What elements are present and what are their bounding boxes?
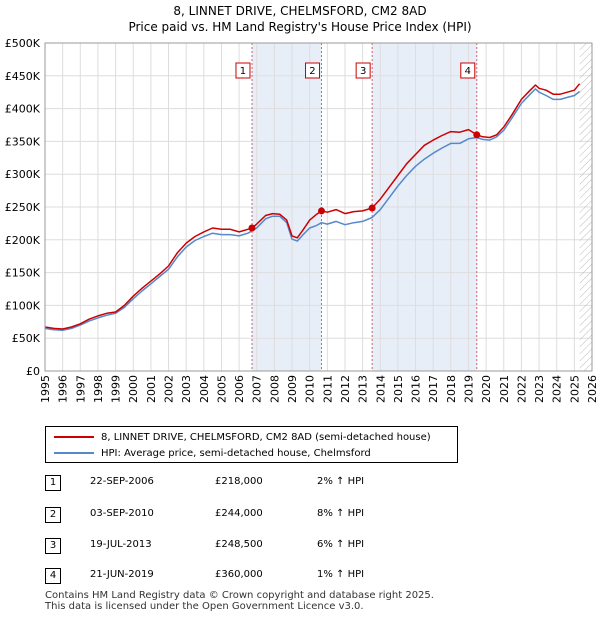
x-tick-label: 2026: [586, 375, 599, 403]
sale-point: [248, 224, 256, 232]
chart-title: 8, LINNET DRIVE, CHELMSFORD, CM2 8AD: [173, 4, 427, 18]
y-tick-label: £250K: [5, 201, 41, 214]
footer-copyright: Contains HM Land Registry data © Crown c…: [45, 590, 434, 601]
transaction-marker-label: 3: [360, 66, 366, 77]
sale-point: [368, 204, 376, 212]
transaction-hpi-change: 1% ↑ HPI: [317, 569, 365, 580]
plot-frame: [44, 42, 593, 372]
x-tick-label: 2009: [286, 375, 299, 403]
transaction-number: 2: [45, 507, 61, 523]
transaction-marker-label: 4: [465, 66, 471, 77]
x-tick-label: 1996: [57, 375, 70, 403]
chart-subtitle: Price paid vs. HM Land Registry's House …: [128, 20, 472, 34]
transaction-row: 4 21-JUN-2019 £360,000 1% ↑ HPI: [45, 568, 465, 584]
transaction-marker-box: [460, 62, 476, 79]
price-chart: 1 2 3 4 £0 £50K £100K £150K £200K £250K £300K £350K…: [5, 37, 599, 403]
sale-point: [317, 207, 325, 215]
y-tick-label: £500K: [5, 37, 41, 50]
legend: 8, LINNET DRIVE, CHELMSFORD, CM2 8AD (se…: [45, 426, 458, 463]
y-tick-label: £0: [26, 365, 40, 378]
footer-licence: This data is licensed under the Open Gov…: [45, 601, 364, 612]
legend-label-property: 8, LINNET DRIVE, CHELMSFORD, CM2 8AD (se…: [101, 431, 431, 443]
x-tick-label: 2021: [498, 375, 511, 403]
transaction-price: £360,000: [215, 569, 263, 580]
transaction-marker-label: 2: [309, 66, 315, 77]
x-tick-label: 1995: [39, 375, 52, 403]
legend-item-hpi: HPI: Average price, semi-detached house,…: [54, 446, 371, 460]
x-tick-label: 1998: [92, 375, 105, 403]
x-tick-label: 2011: [321, 375, 334, 403]
x-tick-label: 2004: [198, 375, 211, 403]
x-tick-label: 2000: [127, 375, 140, 403]
y-tick-label: £200K: [5, 234, 41, 247]
x-tick-label: 2019: [462, 375, 475, 403]
y-tick-label: £150K: [5, 267, 41, 280]
transaction-date: 21-JUN-2019: [90, 569, 154, 580]
y-tick-label: £100K: [5, 299, 41, 312]
x-tick-label: 2022: [515, 375, 528, 403]
transaction-number: 1: [45, 475, 61, 491]
y-tick-label: £50K: [12, 332, 41, 345]
x-tick-label: 2006: [233, 375, 246, 403]
x-tick-label: 1997: [74, 375, 87, 403]
x-tick-label: 2010: [304, 375, 317, 403]
sale-point: [473, 131, 481, 139]
transaction-hpi-change: 6% ↑ HPI: [317, 539, 365, 550]
x-tick-label: 2003: [180, 375, 193, 403]
transaction-date: 22-SEP-2006: [90, 476, 154, 487]
x-tick-label: 2002: [163, 375, 176, 403]
x-tick-label: 2023: [533, 375, 546, 403]
y-tick-label: £350K: [5, 135, 41, 148]
x-tick-label: 2018: [445, 375, 458, 403]
transaction-hpi-change: 8% ↑ HPI: [317, 508, 365, 519]
x-tick-label: 2016: [410, 375, 423, 403]
transaction-price: £244,000: [215, 508, 263, 519]
x-tick-label: 2017: [427, 375, 440, 403]
x-tick-label: 1999: [110, 375, 123, 403]
transaction-price: £248,500: [215, 539, 263, 550]
legend-item-property: 8, LINNET DRIVE, CHELMSFORD, CM2 8AD (se…: [54, 430, 431, 444]
transaction-number: 3: [45, 538, 61, 554]
x-tick-label: 2025: [568, 375, 581, 403]
legend-swatch-hpi: [54, 452, 94, 454]
x-tick-label: 2015: [392, 375, 405, 403]
transaction-row: 1 22-SEP-2006 £218,000 2% ↑ HPI: [45, 475, 465, 491]
x-tick-label: 2005: [215, 375, 228, 403]
x-tick-label: 2001: [145, 375, 158, 403]
transaction-date: 19-JUL-2013: [90, 539, 152, 550]
forecast-region: [579, 43, 592, 371]
transaction-row: 3 19-JUL-2013 £248,500 6% ↑ HPI: [45, 538, 465, 554]
series-line-hpi: [44, 88, 581, 332]
y-tick-label: £300K: [5, 168, 41, 181]
series-line-property: [44, 83, 581, 330]
transaction-marker-label: 1: [240, 66, 246, 77]
y-tick-label: £450K: [5, 70, 41, 83]
x-tick-label: 2012: [339, 375, 352, 403]
transaction-number: 4: [45, 568, 61, 584]
transaction-date: 03-SEP-2010: [90, 508, 154, 519]
x-tick-label: 2024: [551, 375, 564, 403]
transaction-hpi-change: 2% ↑ HPI: [317, 476, 365, 487]
legend-label-hpi: HPI: Average price, semi-detached house,…: [101, 447, 371, 459]
x-tick-label: 2020: [480, 375, 493, 403]
transaction-price: £218,000: [215, 476, 263, 487]
transaction-marker-box: [304, 62, 320, 79]
x-tick-label: 2013: [357, 375, 370, 403]
y-tick-label: £400K: [5, 103, 41, 116]
x-tick-label: 2007: [251, 375, 264, 403]
x-tick-label: 2008: [268, 375, 281, 403]
transaction-row: 2 03-SEP-2010 £244,000 8% ↑ HPI: [45, 507, 465, 523]
legend-swatch-property: [54, 436, 94, 438]
transaction-marker-box: [355, 62, 371, 79]
transaction-marker-box: [235, 62, 251, 79]
x-tick-label: 2014: [374, 375, 387, 403]
